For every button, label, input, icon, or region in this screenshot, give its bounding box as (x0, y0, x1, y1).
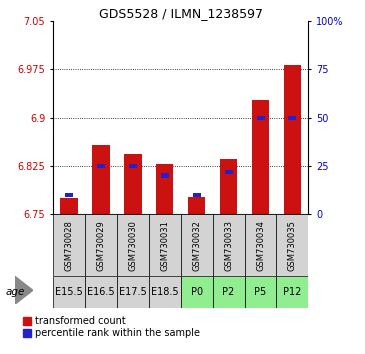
FancyBboxPatch shape (245, 276, 277, 308)
Bar (252, 100, 269, 214)
Bar (284, 65, 301, 214)
Bar (65, 193, 73, 197)
FancyBboxPatch shape (212, 276, 245, 308)
Text: P5: P5 (254, 287, 267, 297)
FancyBboxPatch shape (53, 214, 85, 276)
FancyBboxPatch shape (181, 214, 212, 276)
Polygon shape (15, 276, 33, 304)
Text: age: age (5, 287, 25, 297)
Text: P0: P0 (191, 287, 203, 297)
Text: E15.5: E15.5 (55, 287, 83, 297)
Bar (60, 198, 78, 214)
Bar (257, 116, 265, 120)
FancyBboxPatch shape (85, 214, 117, 276)
Text: GSM730028: GSM730028 (64, 220, 73, 270)
FancyBboxPatch shape (149, 276, 181, 308)
Bar (129, 164, 137, 168)
Text: E17.5: E17.5 (119, 287, 147, 297)
FancyBboxPatch shape (181, 276, 212, 308)
Bar (188, 198, 205, 214)
FancyBboxPatch shape (212, 214, 245, 276)
FancyBboxPatch shape (277, 276, 308, 308)
FancyBboxPatch shape (117, 276, 149, 308)
FancyBboxPatch shape (117, 214, 149, 276)
Bar (224, 170, 233, 174)
Bar (156, 164, 173, 214)
Bar (288, 116, 296, 120)
Bar (97, 164, 105, 168)
Text: GSM730034: GSM730034 (256, 220, 265, 270)
Bar (193, 193, 201, 197)
Text: P12: P12 (283, 287, 301, 297)
Bar (220, 159, 237, 214)
Text: E16.5: E16.5 (87, 287, 115, 297)
Text: GSM730035: GSM730035 (288, 220, 297, 270)
Title: GDS5528 / ILMN_1238597: GDS5528 / ILMN_1238597 (99, 7, 263, 20)
Text: GSM730029: GSM730029 (96, 220, 105, 270)
Legend: transformed count, percentile rank within the sample: transformed count, percentile rank withi… (23, 316, 200, 338)
Bar (124, 154, 142, 214)
Bar (161, 173, 169, 178)
Text: GSM730033: GSM730033 (224, 219, 233, 271)
FancyBboxPatch shape (85, 276, 117, 308)
FancyBboxPatch shape (245, 214, 277, 276)
Text: GSM730030: GSM730030 (128, 220, 137, 270)
Bar (92, 145, 110, 214)
FancyBboxPatch shape (277, 214, 308, 276)
FancyBboxPatch shape (149, 214, 181, 276)
FancyBboxPatch shape (53, 276, 85, 308)
Text: GSM730031: GSM730031 (160, 220, 169, 270)
Text: P2: P2 (222, 287, 235, 297)
Text: GSM730032: GSM730032 (192, 220, 201, 270)
Text: E18.5: E18.5 (151, 287, 178, 297)
